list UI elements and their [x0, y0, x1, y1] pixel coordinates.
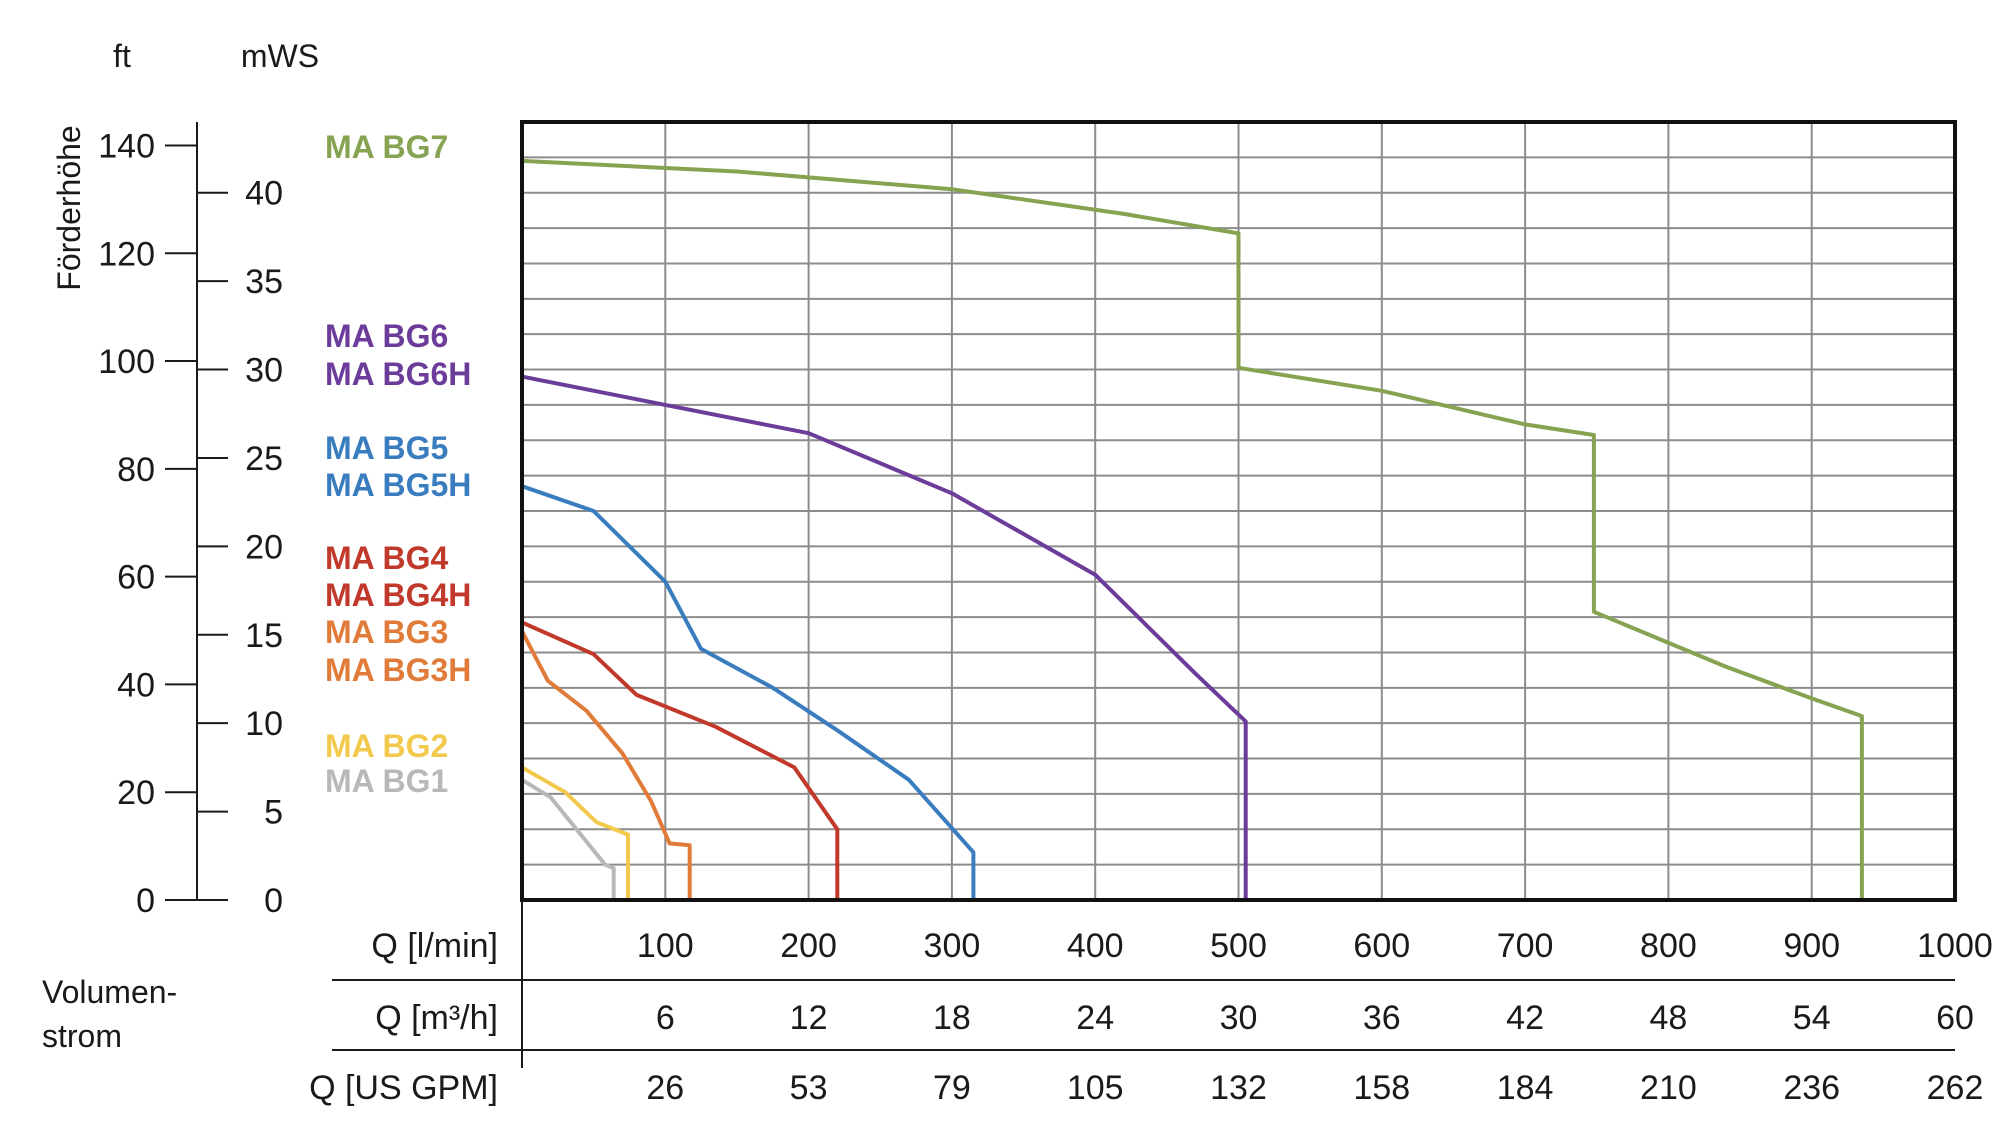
x-tick-label: 500	[1210, 927, 1267, 965]
series-label-ma-bg1: MA BG1	[325, 763, 448, 799]
y-tick-label-ft: 120	[98, 235, 155, 273]
y-tick-label-ft: 40	[117, 666, 155, 704]
y-tick-label-ft: 140	[98, 127, 155, 165]
x-tick-label: 158	[1353, 1069, 1410, 1107]
x-tick-label: 100	[637, 927, 694, 965]
x-tick-label: 900	[1783, 927, 1840, 965]
x-tick-label: 210	[1640, 1069, 1697, 1107]
y-tick-label-ft: 60	[117, 559, 155, 597]
plot-frame	[520, 120, 1957, 902]
series-label-ma-bg6h: MA BG6H	[325, 356, 471, 392]
x-tick-label: 800	[1640, 927, 1697, 965]
series-label-ma-bg4h: MA BG4H	[325, 577, 471, 613]
series-label-ma-bg4: MA BG4	[325, 540, 448, 576]
x-tick-label: 300	[924, 927, 981, 965]
y-tick-label-mws: 0	[264, 882, 283, 920]
x-tick-label: 105	[1067, 1069, 1124, 1107]
series-line-ma-bg2	[521, 765, 630, 900]
y-tick-label-mws: 25	[245, 440, 283, 478]
x-axis-label: Q [l/min]	[371, 927, 498, 965]
series-line-ma-bg1	[520, 778, 616, 900]
y-tick-label-mws: 20	[245, 528, 283, 566]
y-tick-label-ft: 20	[117, 774, 155, 812]
x-tick-label: 53	[790, 1069, 828, 1107]
x-axis-label: Q [US GPM]	[309, 1069, 498, 1107]
x-tick-label: 60	[1936, 999, 1974, 1037]
x-axis-label: Q [m³/h]	[375, 999, 498, 1037]
y-tick-label-ft: 80	[117, 451, 155, 489]
x-tick-label: 24	[1076, 999, 1114, 1037]
series-label-ma-bg5: MA BG5	[325, 430, 448, 466]
x-axis-title-line1: Volumen-	[42, 974, 177, 1010]
series-label-ma-bg3: MA BG3	[325, 614, 448, 650]
y-tick-label-ft: 100	[98, 343, 155, 381]
x-tick-label: 30	[1220, 999, 1258, 1037]
x-tick-label: 700	[1497, 927, 1554, 965]
y-unit-mws: mWS	[241, 38, 319, 74]
x-axis-title-line2: strom	[42, 1018, 122, 1054]
y-tick-label-mws: 15	[245, 617, 283, 655]
x-tick-label: 6	[656, 999, 675, 1037]
y-tick-label-mws: 10	[245, 705, 283, 743]
series-label-ma-bg2: MA BG2	[325, 728, 448, 764]
x-tick-label: 42	[1506, 999, 1544, 1037]
series-label-ma-bg6: MA BG6	[325, 318, 448, 354]
series-label-ma-bg5h: MA BG5H	[325, 467, 471, 503]
x-tick-label: 54	[1793, 999, 1831, 1037]
y-unit-ft: ft	[113, 38, 131, 74]
x-tick-label: 1000	[1917, 927, 1993, 965]
series-line-ma-bg5h	[521, 484, 976, 900]
x-tick-label: 36	[1363, 999, 1401, 1037]
x-tick-label: 400	[1067, 927, 1124, 965]
series-line-ma-bg7	[521, 158, 1864, 900]
x-tick-label: 26	[646, 1069, 684, 1107]
y-axis-title: Förderhöhe	[51, 125, 87, 290]
x-tick-label: 262	[1927, 1069, 1984, 1107]
x-tick-label: 200	[780, 927, 837, 965]
y-tick-label-mws: 40	[245, 175, 283, 213]
y-tick-label-ft: 0	[136, 882, 155, 920]
y-tick-label-mws: 5	[264, 794, 283, 832]
x-tick-label: 48	[1649, 999, 1687, 1037]
x-tick-label: 132	[1210, 1069, 1267, 1107]
x-tick-label: 18	[933, 999, 971, 1037]
series-label-ma-bg7: MA BG7	[325, 129, 448, 165]
x-tick-label: 600	[1353, 927, 1410, 965]
series-line-ma-bg3h	[520, 630, 692, 900]
x-tick-label: 236	[1783, 1069, 1840, 1107]
x-tick-label: 12	[790, 999, 828, 1037]
series-label-ma-bg3h: MA BG3H	[325, 652, 471, 688]
axes: 0 20 40 60 80 100 120 140 0 5 10 15 20 25 30 35 40 ft mWS F…	[42, 38, 1993, 1107]
series-line-ma-bg6h	[521, 374, 1248, 900]
y-tick-label-mws: 35	[245, 263, 283, 301]
x-tick-label: 184	[1497, 1069, 1554, 1107]
series-line-ma-bg4h	[521, 620, 840, 900]
y-tick-label-mws: 30	[245, 352, 283, 390]
series-lines	[520, 158, 1864, 900]
x-tick-label: 79	[933, 1069, 971, 1107]
